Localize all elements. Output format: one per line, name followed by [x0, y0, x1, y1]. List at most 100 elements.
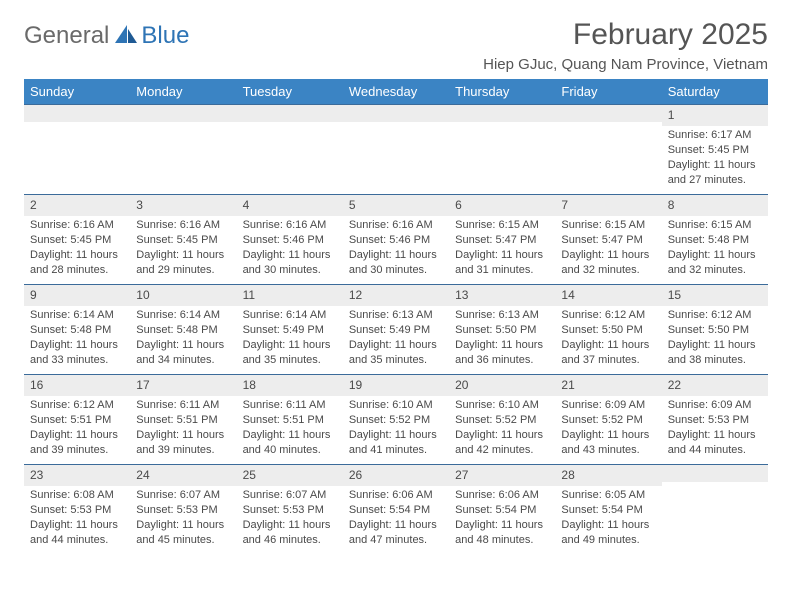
day-detail-line: Sunrise: 6:16 AM: [136, 218, 230, 233]
day-detail-line: Daylight: 11 hours and 30 minutes.: [243, 248, 337, 278]
day-detail-line: Sunset: 5:49 PM: [243, 323, 337, 338]
day-number-strip: 16: [24, 374, 130, 396]
day-number-strip: 9: [24, 284, 130, 306]
day-number-strip: [130, 104, 236, 122]
day-detail-line: Daylight: 11 hours and 32 minutes.: [668, 248, 762, 278]
day-detail-line: Sunset: 5:51 PM: [30, 413, 124, 428]
day-detail-line: Daylight: 11 hours and 34 minutes.: [136, 338, 230, 368]
calendar-day-cell: 18Sunrise: 6:11 AMSunset: 5:51 PMDayligh…: [237, 374, 343, 464]
calendar-day-cell: 22Sunrise: 6:09 AMSunset: 5:53 PMDayligh…: [662, 374, 768, 464]
day-detail-body: Sunrise: 6:06 AMSunset: 5:54 PMDaylight:…: [343, 486, 449, 551]
day-detail-line: Daylight: 11 hours and 44 minutes.: [668, 428, 762, 458]
day-detail-body: Sunrise: 6:14 AMSunset: 5:48 PMDaylight:…: [24, 306, 130, 371]
day-detail-line: Daylight: 11 hours and 42 minutes.: [455, 428, 549, 458]
logo-text-blue: Blue: [141, 22, 189, 50]
calendar-day-cell: 14Sunrise: 6:12 AMSunset: 5:50 PMDayligh…: [555, 284, 661, 374]
day-header-saturday: Saturday: [662, 79, 768, 104]
calendar-week-row: 1Sunrise: 6:17 AMSunset: 5:45 PMDaylight…: [24, 104, 768, 194]
calendar-day-cell: 15Sunrise: 6:12 AMSunset: 5:50 PMDayligh…: [662, 284, 768, 374]
page-header: General Blue February 2025 Hiep GJuc, Qu…: [24, 18, 768, 73]
calendar-day-cell: 19Sunrise: 6:10 AMSunset: 5:52 PMDayligh…: [343, 374, 449, 464]
calendar-day-cell: 28Sunrise: 6:05 AMSunset: 5:54 PMDayligh…: [555, 464, 661, 554]
day-number-strip: 25: [237, 464, 343, 486]
day-detail-body: Sunrise: 6:05 AMSunset: 5:54 PMDaylight:…: [555, 486, 661, 551]
day-header-friday: Friday: [555, 79, 661, 104]
calendar-day-cell: 4Sunrise: 6:16 AMSunset: 5:46 PMDaylight…: [237, 194, 343, 284]
day-number-strip: 13: [449, 284, 555, 306]
day-detail-body: Sunrise: 6:16 AMSunset: 5:46 PMDaylight:…: [237, 216, 343, 281]
day-detail-body: Sunrise: 6:07 AMSunset: 5:53 PMDaylight:…: [130, 486, 236, 551]
day-header-monday: Monday: [130, 79, 236, 104]
calendar-day-cell: 11Sunrise: 6:14 AMSunset: 5:49 PMDayligh…: [237, 284, 343, 374]
day-detail-line: Sunrise: 6:11 AM: [136, 398, 230, 413]
day-detail-line: Daylight: 11 hours and 41 minutes.: [349, 428, 443, 458]
day-detail-line: Daylight: 11 hours and 29 minutes.: [136, 248, 230, 278]
location-text: Hiep GJuc, Quang Nam Province, Vietnam: [483, 56, 768, 73]
day-detail-line: Daylight: 11 hours and 39 minutes.: [136, 428, 230, 458]
day-detail-line: Sunset: 5:48 PM: [668, 233, 762, 248]
day-number-strip: 4: [237, 194, 343, 216]
day-detail-line: Sunset: 5:53 PM: [243, 503, 337, 518]
calendar-day-cell: 17Sunrise: 6:11 AMSunset: 5:51 PMDayligh…: [130, 374, 236, 464]
calendar-day-cell: 5Sunrise: 6:16 AMSunset: 5:46 PMDaylight…: [343, 194, 449, 284]
day-detail-body: Sunrise: 6:10 AMSunset: 5:52 PMDaylight:…: [343, 396, 449, 461]
calendar-body: 1Sunrise: 6:17 AMSunset: 5:45 PMDaylight…: [24, 104, 768, 554]
day-detail-line: Sunset: 5:45 PM: [30, 233, 124, 248]
day-header-sunday: Sunday: [24, 79, 130, 104]
day-number-strip: [555, 104, 661, 122]
day-detail-body: Sunrise: 6:11 AMSunset: 5:51 PMDaylight:…: [237, 396, 343, 461]
day-number-strip: 14: [555, 284, 661, 306]
calendar-day-cell: 25Sunrise: 6:07 AMSunset: 5:53 PMDayligh…: [237, 464, 343, 554]
day-number-strip: 6: [449, 194, 555, 216]
day-detail-body: [24, 122, 130, 128]
day-number-strip: 28: [555, 464, 661, 486]
day-detail-line: Sunset: 5:50 PM: [668, 323, 762, 338]
calendar-day-cell: 13Sunrise: 6:13 AMSunset: 5:50 PMDayligh…: [449, 284, 555, 374]
day-detail-line: Daylight: 11 hours and 35 minutes.: [243, 338, 337, 368]
day-detail-line: Sunset: 5:53 PM: [30, 503, 124, 518]
day-detail-line: Daylight: 11 hours and 45 minutes.: [136, 518, 230, 548]
day-number-strip: 3: [130, 194, 236, 216]
day-number-strip: 15: [662, 284, 768, 306]
day-header-wednesday: Wednesday: [343, 79, 449, 104]
day-number-strip: 19: [343, 374, 449, 396]
day-detail-line: Sunset: 5:52 PM: [349, 413, 443, 428]
day-detail-line: Sunset: 5:51 PM: [243, 413, 337, 428]
day-detail-line: Sunrise: 6:13 AM: [455, 308, 549, 323]
calendar-day-cell: 9Sunrise: 6:14 AMSunset: 5:48 PMDaylight…: [24, 284, 130, 374]
calendar-day-cell: 8Sunrise: 6:15 AMSunset: 5:48 PMDaylight…: [662, 194, 768, 284]
day-detail-body: Sunrise: 6:14 AMSunset: 5:48 PMDaylight:…: [130, 306, 236, 371]
calendar-day-cell: [343, 104, 449, 194]
day-header-thursday: Thursday: [449, 79, 555, 104]
day-detail-body: Sunrise: 6:15 AMSunset: 5:47 PMDaylight:…: [449, 216, 555, 281]
day-number-strip: 10: [130, 284, 236, 306]
day-detail-line: Sunrise: 6:13 AM: [349, 308, 443, 323]
day-number-strip: [449, 104, 555, 122]
day-detail-line: Daylight: 11 hours and 36 minutes.: [455, 338, 549, 368]
day-number-strip: 26: [343, 464, 449, 486]
day-detail-line: Sunrise: 6:12 AM: [668, 308, 762, 323]
day-detail-body: [343, 122, 449, 128]
calendar-day-cell: [130, 104, 236, 194]
day-detail-body: Sunrise: 6:09 AMSunset: 5:52 PMDaylight:…: [555, 396, 661, 461]
calendar-day-cell: [24, 104, 130, 194]
month-title: February 2025: [483, 18, 768, 52]
day-detail-line: Sunrise: 6:14 AM: [136, 308, 230, 323]
day-detail-line: Sunrise: 6:10 AM: [455, 398, 549, 413]
logo-sail-icon: [113, 23, 139, 50]
day-number-strip: [343, 104, 449, 122]
day-detail-line: Sunset: 5:51 PM: [136, 413, 230, 428]
title-block: February 2025 Hiep GJuc, Quang Nam Provi…: [483, 18, 768, 73]
day-detail-line: Daylight: 11 hours and 37 minutes.: [561, 338, 655, 368]
day-detail-line: Sunrise: 6:16 AM: [349, 218, 443, 233]
day-detail-body: [555, 122, 661, 128]
day-detail-line: Sunrise: 6:07 AM: [136, 488, 230, 503]
calendar-day-cell: [449, 104, 555, 194]
calendar-day-cell: 2Sunrise: 6:16 AMSunset: 5:45 PMDaylight…: [24, 194, 130, 284]
day-number-strip: [662, 464, 768, 482]
calendar-week-row: 2Sunrise: 6:16 AMSunset: 5:45 PMDaylight…: [24, 194, 768, 284]
day-detail-body: Sunrise: 6:16 AMSunset: 5:46 PMDaylight:…: [343, 216, 449, 281]
day-detail-line: Sunrise: 6:14 AM: [243, 308, 337, 323]
day-detail-body: Sunrise: 6:12 AMSunset: 5:50 PMDaylight:…: [662, 306, 768, 371]
day-detail-line: Sunrise: 6:05 AM: [561, 488, 655, 503]
